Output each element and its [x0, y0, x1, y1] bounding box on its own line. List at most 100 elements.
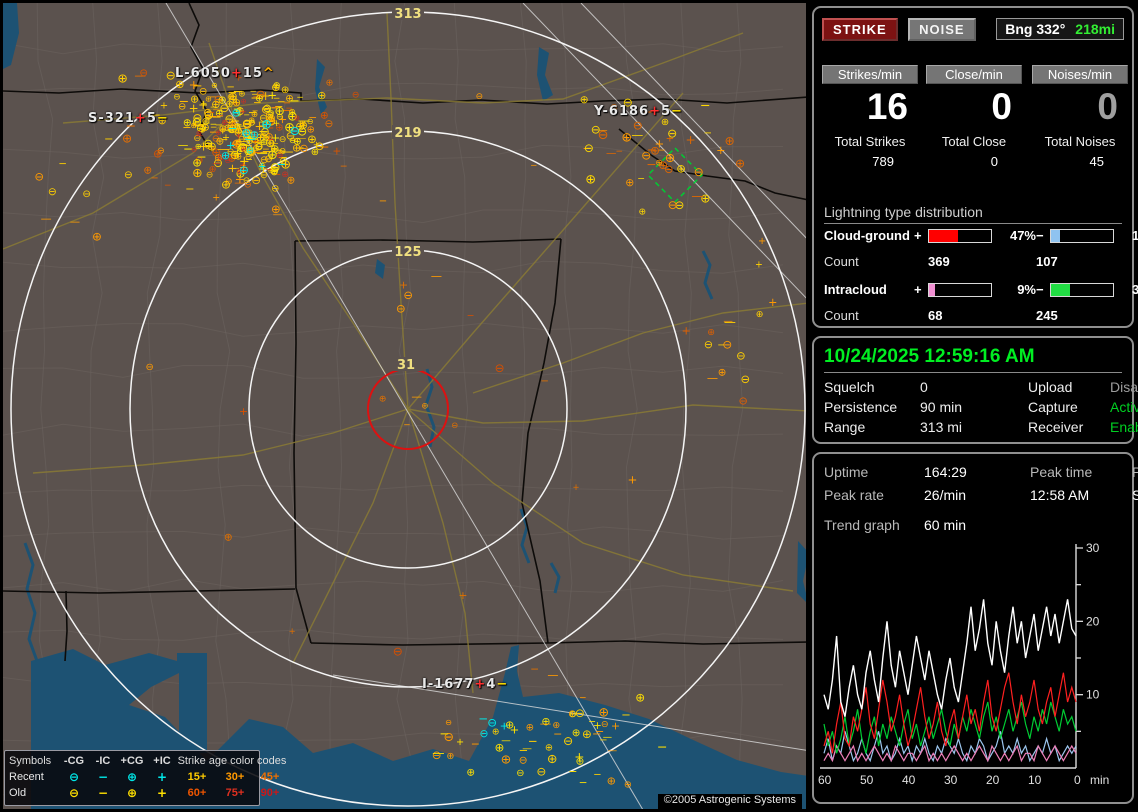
close-per-min-value: 0	[991, 86, 1012, 127]
strike-symbol: —	[606, 148, 616, 160]
strike-symbol: ⊖	[601, 719, 609, 730]
strike-symbol: −	[252, 106, 259, 116]
strike-symbol: ⊖	[213, 156, 223, 170]
county-line	[3, 209, 784, 224]
noises-per-min-chip[interactable]: Noises/min	[1032, 65, 1128, 84]
strike-symbol: ⊕	[195, 141, 202, 151]
strike-symbol: −	[210, 120, 217, 130]
river	[424, 368, 436, 448]
strike-symbol: ⊖	[178, 101, 186, 112]
cg-positive-bar	[928, 228, 992, 243]
strike-symbol: −	[206, 106, 215, 119]
y-tick-label: 30	[1086, 541, 1100, 555]
strike-symbol: +	[212, 193, 220, 204]
strike-symbol: −	[207, 109, 218, 124]
strike-symbol: ⊕	[610, 102, 618, 113]
strike-symbol: −	[440, 726, 450, 740]
ic-negative-count: 245	[1036, 308, 1058, 323]
strike-symbol: −	[203, 118, 211, 129]
strike-symbol: +	[232, 146, 242, 160]
strike-symbol: +	[628, 472, 638, 486]
highway	[3, 112, 234, 250]
strike-symbol: ⊖	[268, 107, 275, 117]
strike-symbol: −	[196, 150, 206, 164]
strike-symbol: ⊕	[552, 720, 560, 731]
x-tick-label: 30	[944, 773, 958, 787]
strike-symbol: −	[230, 113, 240, 128]
strike-symbol: ⊖	[250, 134, 259, 146]
strike-symbol: —	[723, 316, 733, 327]
cell-id: L-6050	[175, 66, 231, 81]
strike-symbol: −	[250, 91, 260, 105]
strike-symbol: −	[637, 174, 645, 185]
cell-id: Y-6186	[594, 104, 650, 119]
strike-symbol: ⊖	[668, 198, 678, 212]
highway	[32, 408, 409, 474]
strike-symbol: +	[273, 119, 280, 129]
strike-symbol: −	[519, 743, 529, 757]
state-border	[521, 238, 562, 644]
map-viewport[interactable]: 313 219 125 31 + + ⊖ + − − ⊕ ⊕ ⊖ − ⊕ + ⊖ ⊕ − ⊕ − ⊕ + − ⊕ — ⊕ ⊖ − + + ⊕ ⊖…	[0, 0, 808, 812]
strike-symbol: −	[593, 770, 602, 781]
strike-symbol: +	[235, 73, 243, 83]
strike-symbol: −	[234, 119, 243, 131]
strike-symbol: ⊕	[267, 148, 278, 163]
peak-time-label: Peak time	[1030, 464, 1093, 480]
strike-symbol: —	[270, 143, 282, 157]
strike-symbol: +	[228, 161, 238, 175]
close-per-min-chip[interactable]: Close/min	[926, 65, 1022, 84]
strike-symbol: ⊕	[255, 131, 265, 145]
strike-symbol: ⊕	[275, 122, 283, 133]
ring-distance-label: 219	[394, 126, 421, 141]
strike-symbol: —	[631, 128, 643, 142]
legend-age-code: 90+	[260, 787, 280, 799]
strike-symbol: −	[259, 125, 269, 139]
strikes-per-min-chip[interactable]: Strikes/min	[822, 65, 918, 84]
strike-symbol: —	[608, 745, 618, 756]
storm-cell-boundary	[646, 146, 704, 204]
legend-age-code: 75+	[225, 787, 245, 799]
strike-symbol: ⊖	[267, 165, 274, 175]
strike-symbol: −	[540, 376, 549, 387]
strike-symbol: −	[579, 777, 588, 789]
strike-symbol: ⊕	[183, 117, 192, 129]
strike-symbol: ⊕	[756, 309, 764, 320]
highway	[386, 12, 409, 410]
strike-symbol: ⊖	[245, 129, 251, 138]
county-line	[279, 3, 296, 809]
ic-positive-bar	[928, 282, 992, 297]
strike-symbol: ⊕	[655, 158, 663, 168]
strike-symbol: ⊖	[237, 141, 248, 156]
strike-symbol: ⊖	[575, 706, 585, 720]
strike-symbol: ⊕	[218, 123, 227, 135]
strike-symbol: ⊕	[143, 164, 152, 176]
strike-symbol: ⊕	[211, 98, 220, 111]
strike-symbol: —	[212, 157, 220, 167]
cell-strike-count: 4	[486, 677, 497, 692]
strike-symbol: ⊕	[495, 741, 505, 755]
strike-symbol: −	[283, 98, 291, 109]
strike-symbol: ⊖	[263, 133, 270, 143]
noise-tab-button[interactable]: NOISE	[908, 18, 976, 41]
strike-symbol: ⊕	[320, 109, 329, 121]
strike-symbol: ⊕	[234, 126, 242, 137]
state-border	[310, 640, 806, 646]
strike-symbol: −	[717, 340, 725, 351]
strike-symbol: −	[290, 134, 299, 147]
strike-symbol: −	[247, 128, 255, 138]
strike-symbol: ⊕	[580, 94, 589, 106]
strike-symbol: ⊕	[307, 125, 315, 136]
intracloud-label: Intracloud	[824, 282, 887, 297]
highway	[407, 408, 794, 592]
strike-symbol: —	[134, 68, 146, 82]
strike-symbol: ⊖	[124, 169, 133, 181]
strike-symbol: ⊕	[295, 120, 305, 134]
state-border	[618, 128, 806, 201]
strike-symbol: —	[275, 148, 285, 159]
strike-tab-button[interactable]: STRIKE	[822, 18, 898, 41]
legend-symbol-icon: −	[97, 770, 109, 784]
strike-symbol: −	[240, 139, 249, 151]
strike-symbol: +	[189, 78, 199, 92]
strike-symbol: ⊖	[276, 112, 283, 122]
